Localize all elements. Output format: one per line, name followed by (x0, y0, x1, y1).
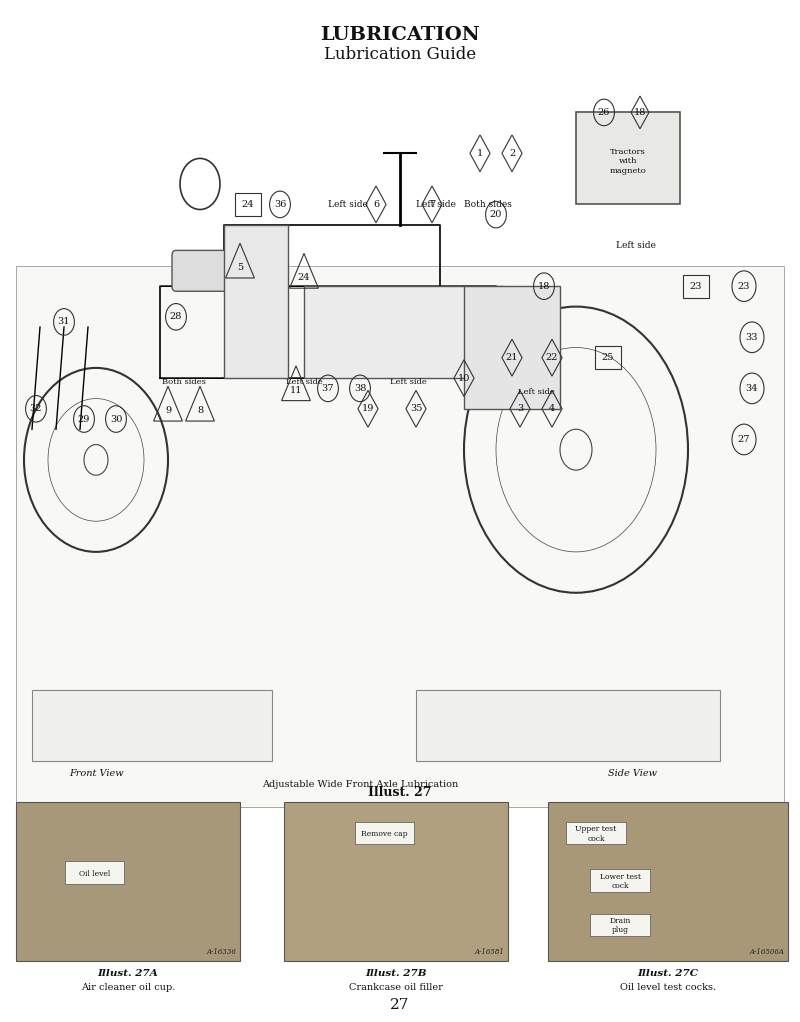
Text: 27: 27 (738, 435, 750, 444)
Text: 6: 6 (373, 200, 379, 208)
Text: 28: 28 (170, 313, 182, 321)
Text: 36: 36 (274, 200, 286, 208)
FancyBboxPatch shape (548, 802, 788, 961)
Text: Illust. 27B: Illust. 27B (366, 969, 426, 978)
Text: 31: 31 (58, 318, 70, 326)
Text: Tractors
with
magneto: Tractors with magneto (610, 148, 646, 175)
Text: 3: 3 (517, 405, 523, 413)
Text: 38: 38 (354, 384, 366, 392)
Text: A-16506A: A-16506A (749, 947, 784, 956)
FancyBboxPatch shape (590, 914, 650, 936)
FancyBboxPatch shape (464, 286, 560, 409)
Text: 24: 24 (242, 200, 254, 208)
FancyBboxPatch shape (284, 802, 508, 961)
Text: 11: 11 (290, 386, 302, 394)
Text: Oil level: Oil level (78, 870, 110, 878)
FancyBboxPatch shape (224, 225, 288, 378)
FancyBboxPatch shape (16, 266, 784, 807)
Text: 26: 26 (598, 108, 610, 117)
Text: 8: 8 (197, 407, 203, 415)
Text: 9: 9 (165, 407, 171, 415)
Text: 33: 33 (746, 333, 758, 341)
Text: Illust. 27C: Illust. 27C (638, 969, 698, 978)
FancyBboxPatch shape (576, 112, 680, 204)
FancyBboxPatch shape (32, 690, 272, 761)
Text: 7: 7 (429, 200, 435, 208)
Text: 23: 23 (690, 282, 702, 290)
FancyBboxPatch shape (16, 802, 240, 961)
Text: 34: 34 (746, 384, 758, 392)
FancyBboxPatch shape (355, 822, 414, 844)
Text: A-16581: A-16581 (474, 947, 504, 956)
Text: 24: 24 (298, 274, 310, 282)
Text: 35: 35 (410, 405, 422, 413)
Text: 23: 23 (738, 282, 750, 290)
Text: Lubrication Guide: Lubrication Guide (324, 46, 476, 63)
FancyBboxPatch shape (416, 690, 720, 761)
Text: Both sides: Both sides (464, 200, 512, 208)
Text: Side View: Side View (607, 769, 657, 778)
Text: Left side: Left side (286, 378, 322, 386)
Text: 1: 1 (477, 149, 483, 157)
Text: 25: 25 (602, 354, 614, 362)
Text: 21: 21 (506, 354, 518, 362)
Text: 20: 20 (490, 211, 502, 219)
Text: Left side: Left side (518, 388, 554, 397)
Text: LUBRICATION: LUBRICATION (320, 26, 480, 44)
Text: 5: 5 (237, 264, 243, 272)
Text: 29: 29 (78, 415, 90, 423)
Text: 18: 18 (634, 108, 646, 117)
Text: Crankcase oil filler: Crankcase oil filler (349, 983, 443, 992)
Text: Illust. 27A: Illust. 27A (98, 969, 158, 978)
Text: Drain
plug: Drain plug (610, 917, 630, 934)
Text: 19: 19 (362, 405, 374, 413)
Text: Front View: Front View (69, 769, 123, 778)
Text: Left side: Left side (328, 200, 368, 208)
Text: 4: 4 (549, 405, 555, 413)
FancyBboxPatch shape (304, 286, 504, 378)
Text: Both sides: Both sides (162, 378, 206, 386)
Text: 2: 2 (509, 149, 515, 157)
Text: Left side: Left side (416, 200, 456, 208)
Text: 22: 22 (546, 354, 558, 362)
Text: 10: 10 (458, 374, 470, 382)
Text: 32: 32 (30, 405, 42, 413)
FancyBboxPatch shape (590, 869, 650, 891)
Text: 30: 30 (110, 415, 122, 423)
Text: Illust. 27: Illust. 27 (368, 786, 432, 798)
Text: A-16336: A-16336 (206, 947, 236, 956)
Text: 27: 27 (390, 997, 410, 1012)
Text: 18: 18 (538, 282, 550, 290)
Text: 37: 37 (322, 384, 334, 392)
Text: Upper test
cock: Upper test cock (575, 826, 617, 842)
Text: Air cleaner oil cup.: Air cleaner oil cup. (81, 983, 175, 992)
FancyBboxPatch shape (172, 250, 228, 291)
Text: Oil level test cocks.: Oil level test cocks. (620, 983, 716, 992)
Text: Remove cap: Remove cap (362, 830, 408, 838)
Text: Left side: Left side (616, 241, 656, 249)
Text: Left side: Left side (390, 378, 426, 386)
FancyBboxPatch shape (566, 822, 626, 844)
Text: Lower test
cock: Lower test cock (599, 873, 641, 890)
FancyBboxPatch shape (65, 862, 124, 884)
Text: Adjustable Wide Front Axle Lubrication: Adjustable Wide Front Axle Lubrication (262, 780, 458, 789)
